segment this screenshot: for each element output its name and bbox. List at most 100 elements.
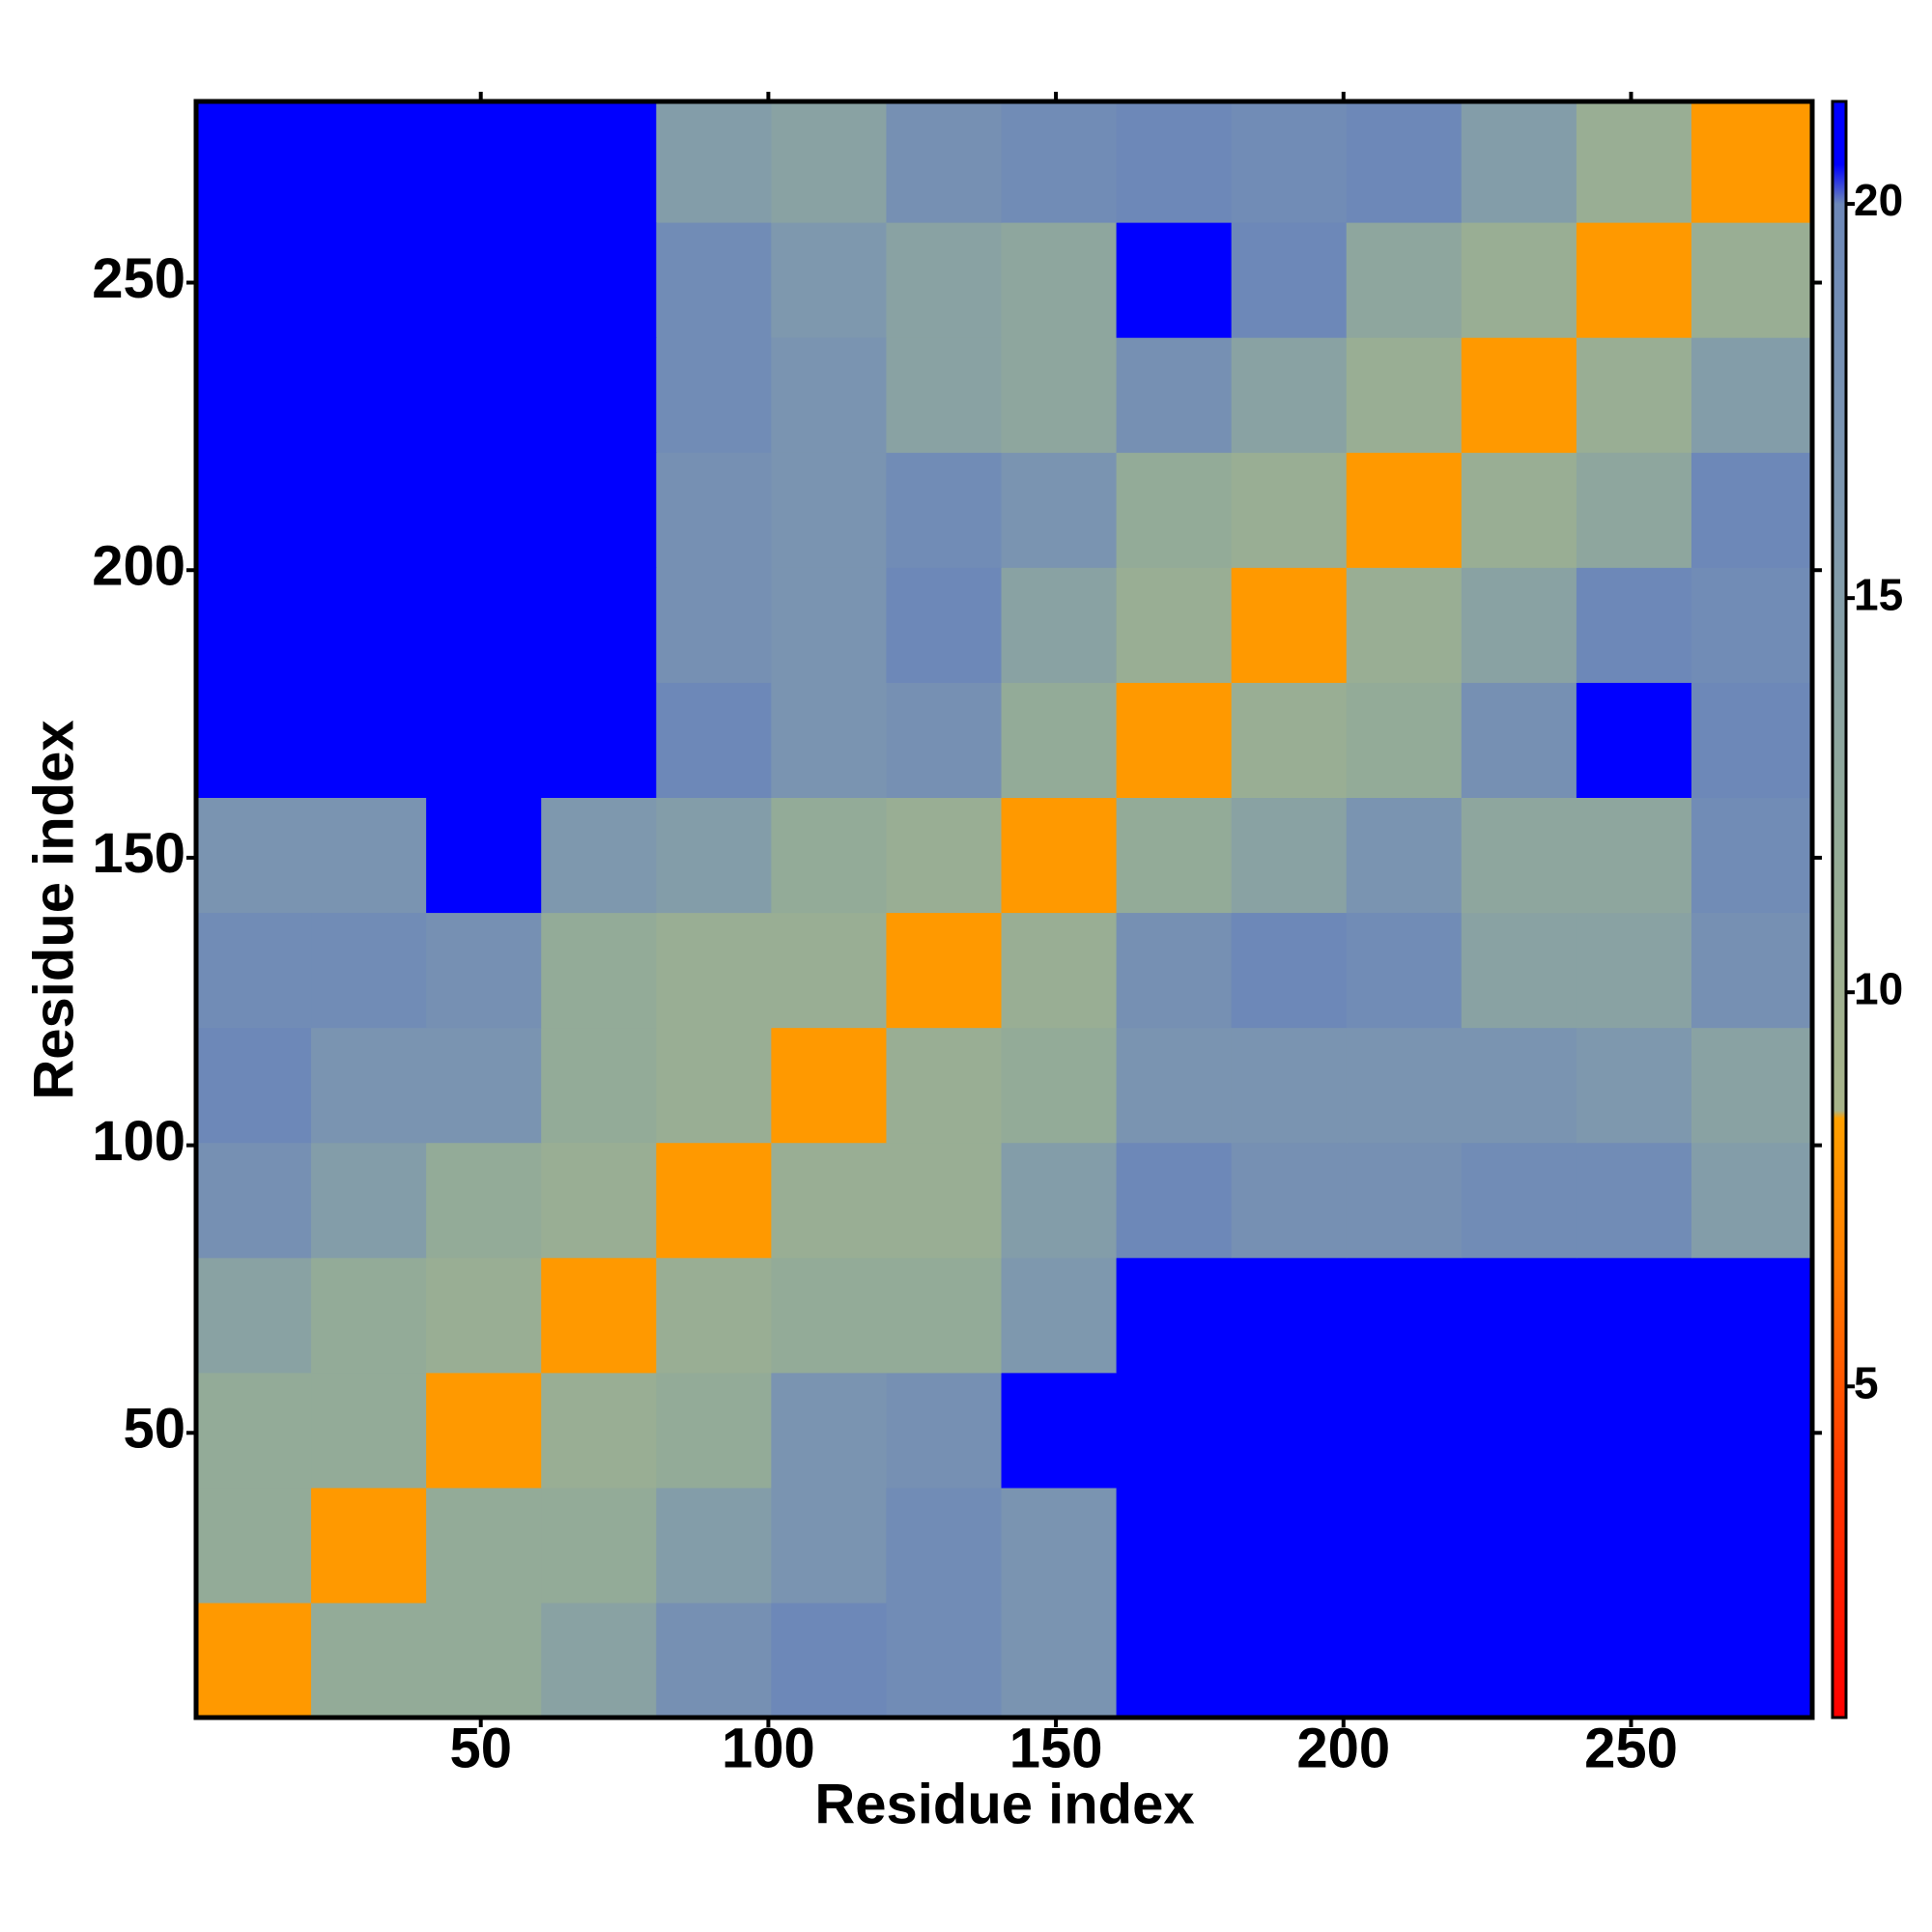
heatmap-cell bbox=[1346, 682, 1463, 799]
y-tick-label: 50 bbox=[123, 1398, 185, 1461]
heatmap-cell bbox=[656, 101, 772, 223]
x-tick-label: 100 bbox=[722, 1717, 815, 1779]
plot-frame bbox=[193, 99, 1815, 1720]
heatmap-cell bbox=[1116, 1027, 1233, 1144]
heatmap-cell bbox=[771, 222, 888, 338]
heatmap-cell bbox=[1116, 567, 1233, 683]
heatmap-cell bbox=[311, 1487, 427, 1604]
heatmap-cell bbox=[1576, 1142, 1692, 1259]
heatmap-cell bbox=[1001, 1142, 1118, 1259]
heatmap-cell bbox=[656, 1142, 772, 1259]
heatmap-cell bbox=[426, 682, 542, 799]
heatmap-cell bbox=[1001, 1487, 1118, 1604]
heatmap-cell bbox=[656, 1602, 772, 1719]
heatmap-cell bbox=[311, 1372, 427, 1489]
heatmap-cell bbox=[886, 337, 1003, 453]
heatmap-cell bbox=[311, 682, 427, 799]
x-tick-label: 250 bbox=[1584, 1717, 1678, 1779]
heatmap-cell bbox=[1001, 101, 1118, 223]
heatmap-cell bbox=[1461, 1602, 1577, 1719]
heatmap-cell bbox=[656, 797, 772, 914]
heatmap-cell bbox=[196, 452, 312, 568]
heatmap-cell bbox=[1231, 912, 1348, 1029]
heatmap-cell bbox=[426, 1372, 542, 1489]
heatmap-cell bbox=[1001, 1027, 1118, 1144]
heatmap-cell bbox=[311, 797, 427, 914]
heatmap-cell bbox=[426, 1142, 542, 1259]
heatmap-cell bbox=[1001, 1257, 1118, 1374]
heatmap-cell bbox=[886, 452, 1003, 568]
heatmap-cell bbox=[656, 682, 772, 799]
heatmap-cell bbox=[1116, 912, 1233, 1029]
heatmap-cell bbox=[1001, 682, 1118, 799]
heatmap-cell bbox=[771, 1027, 888, 1144]
heatmap-cell bbox=[1346, 337, 1463, 453]
heatmap-cell bbox=[541, 1487, 657, 1604]
heatmap-cell bbox=[1346, 222, 1463, 338]
heatmap-cell bbox=[196, 1372, 312, 1489]
heatmap-cell bbox=[196, 101, 312, 223]
heatmap-cell bbox=[196, 1027, 312, 1144]
heatmap-cell bbox=[1576, 1372, 1692, 1489]
heatmap-cell bbox=[426, 337, 542, 453]
heatmap-cell bbox=[656, 452, 772, 568]
heatmap-cell bbox=[311, 101, 427, 223]
heatmap-cell bbox=[771, 1257, 888, 1374]
heatmap-cell bbox=[1116, 222, 1233, 338]
heatmap-cell bbox=[771, 337, 888, 453]
colorbar bbox=[1831, 99, 1848, 1719]
heatmap-cell bbox=[656, 222, 772, 338]
heatmap-cell bbox=[426, 912, 542, 1029]
heatmap-cell bbox=[541, 1027, 657, 1144]
heatmap-cell bbox=[1576, 222, 1692, 338]
heatmap-cell bbox=[196, 1487, 312, 1604]
heatmap-cell bbox=[1231, 101, 1348, 223]
heatmap-cell bbox=[196, 912, 312, 1029]
heatmap-cell bbox=[311, 1602, 427, 1719]
heatmap-cell bbox=[1576, 797, 1692, 914]
heatmap-cell bbox=[1576, 682, 1692, 799]
heatmap-cell bbox=[771, 1142, 888, 1259]
heatmap-cell bbox=[886, 682, 1003, 799]
heatmap-cell bbox=[541, 1602, 657, 1719]
heatmap-cell bbox=[656, 567, 772, 683]
heatmap-cell bbox=[1461, 101, 1577, 223]
heatmap-cell bbox=[771, 797, 888, 914]
heatmap-cell bbox=[541, 912, 657, 1029]
heatmap-cell bbox=[1116, 797, 1233, 914]
heatmap-cell bbox=[1461, 1257, 1577, 1374]
heatmap-cell bbox=[541, 1142, 657, 1259]
heatmap-cell bbox=[771, 101, 888, 223]
heatmap-cell bbox=[1576, 1027, 1692, 1144]
heatmap-cell bbox=[1231, 1487, 1348, 1604]
y-tick-label: 250 bbox=[92, 247, 185, 310]
heatmap-cell bbox=[886, 1142, 1003, 1259]
heatmap-cell bbox=[1116, 337, 1233, 453]
heatmap-cell bbox=[196, 222, 312, 338]
heatmap-cell bbox=[1116, 101, 1233, 223]
heatmap-cell bbox=[1346, 1602, 1463, 1719]
heatmap-cell bbox=[1116, 682, 1233, 799]
heatmap-cell bbox=[1690, 1027, 1813, 1144]
heatmap-cell bbox=[426, 1602, 542, 1719]
heatmap-cell bbox=[1461, 1487, 1577, 1604]
heatmap-cell bbox=[771, 1372, 888, 1489]
heatmap-cell bbox=[656, 337, 772, 453]
heatmap-cell bbox=[1001, 452, 1118, 568]
heatmap-cell bbox=[886, 1027, 1003, 1144]
heatmap-cell bbox=[1461, 567, 1577, 683]
heatmap-cell bbox=[1690, 1142, 1813, 1259]
heatmap-cell bbox=[1346, 1027, 1463, 1144]
heatmap-cell bbox=[1576, 1487, 1692, 1604]
heatmap-cell bbox=[1576, 452, 1692, 568]
heatmap-cell bbox=[541, 337, 657, 453]
heatmap-cell bbox=[1231, 1372, 1348, 1489]
heatmap-cell bbox=[656, 1487, 772, 1604]
heatmap-cell bbox=[1231, 1257, 1348, 1374]
heatmap-cell bbox=[886, 797, 1003, 914]
heatmap-cell bbox=[886, 1257, 1003, 1374]
heatmap-cell bbox=[656, 1372, 772, 1489]
heatmap-cell bbox=[771, 567, 888, 683]
heatmap-cell bbox=[1231, 1142, 1348, 1259]
